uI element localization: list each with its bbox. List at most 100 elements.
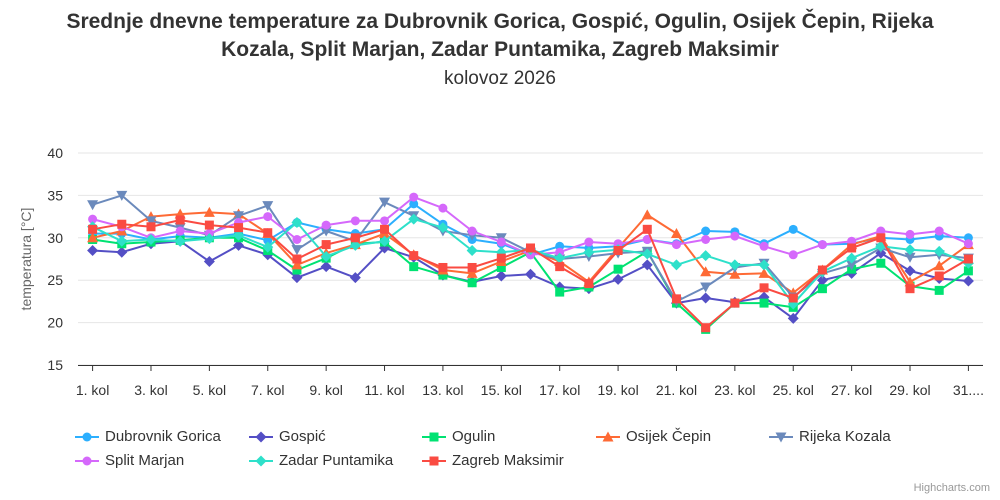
y-tick-label: 40 bbox=[47, 145, 63, 161]
legend-label: Dubrovnik Gorica bbox=[105, 428, 221, 445]
data-point-split-marjan bbox=[584, 237, 594, 247]
data-point-zadar-puntamika bbox=[320, 250, 332, 262]
data-point-osijek-epin bbox=[641, 209, 653, 220]
data-point-osijek-epin bbox=[933, 260, 945, 271]
data-point-gospi- bbox=[787, 312, 799, 324]
data-point-gospi- bbox=[203, 256, 215, 268]
data-point-zagreb-maksimir bbox=[380, 224, 390, 234]
data-point-split-marjan bbox=[292, 234, 302, 244]
data-point-ogulin bbox=[467, 278, 477, 288]
legend-symbol bbox=[75, 432, 99, 441]
data-point-rijeka-kozala bbox=[700, 282, 712, 293]
y-tick-label: 25 bbox=[47, 272, 63, 288]
data-point-gospi- bbox=[291, 272, 303, 284]
data-point-gospi- bbox=[816, 274, 828, 286]
data-point-rijeka-kozala bbox=[87, 200, 99, 211]
legend-item-split-marjan[interactable]: Split Marjan bbox=[75, 452, 184, 469]
x-tick-label: 9. kol bbox=[309, 382, 342, 398]
legend-item-osijek-epin[interactable]: Osijek Čepin bbox=[596, 428, 711, 445]
data-point-split-marjan bbox=[847, 236, 857, 246]
legend-marker bbox=[429, 456, 439, 465]
data-point-split-marjan bbox=[701, 234, 711, 244]
legend-symbol bbox=[249, 455, 273, 466]
data-point-zadar-puntamika bbox=[729, 259, 741, 271]
data-point-zagreb-maksimir bbox=[204, 220, 214, 230]
legend-item-gospi-[interactable]: Gospić bbox=[249, 428, 326, 445]
data-point-zagreb-maksimir bbox=[963, 254, 973, 264]
data-point-zadar-puntamika bbox=[408, 213, 420, 225]
data-point-zadar-puntamika bbox=[933, 245, 945, 257]
data-point-zadar-puntamika bbox=[262, 241, 274, 253]
legend-label: Split Marjan bbox=[105, 452, 185, 469]
x-tick-label: 1. kol bbox=[76, 382, 109, 398]
data-point-zagreb-maksimir bbox=[642, 224, 652, 234]
data-point-ogulin bbox=[613, 264, 623, 274]
data-point-gospi- bbox=[495, 270, 507, 282]
data-point-zadar-puntamika bbox=[116, 235, 128, 247]
x-tick-label: 13. kol bbox=[422, 382, 463, 398]
data-point-ogulin bbox=[292, 265, 302, 275]
x-tick-label: 11. kol bbox=[364, 382, 404, 398]
legend-label: Osijek Čepin bbox=[626, 428, 712, 445]
data-point-zagreb-maksimir bbox=[876, 233, 886, 243]
legend-item-rijeka-kozala[interactable]: Rijeka Kozala bbox=[769, 428, 891, 445]
data-point-gospi- bbox=[641, 259, 653, 271]
data-point-zagreb-maksimir bbox=[759, 283, 769, 293]
data-point-ogulin bbox=[409, 262, 419, 272]
x-tick-label: 5. kol bbox=[193, 382, 226, 398]
legend-symbol bbox=[596, 431, 620, 441]
data-point-zagreb-maksimir bbox=[175, 215, 185, 225]
data-point-zagreb-maksimir bbox=[847, 243, 857, 253]
x-tick-label: 7. kol bbox=[251, 382, 284, 398]
data-point-split-marjan bbox=[321, 220, 331, 230]
data-point-zagreb-maksimir bbox=[88, 224, 98, 234]
x-tick-label: 19. kol bbox=[597, 382, 638, 398]
data-point-split-marjan bbox=[380, 216, 390, 226]
x-tick-label: 3. kol bbox=[134, 382, 167, 398]
legend-symbol bbox=[769, 432, 793, 442]
data-point-zagreb-maksimir bbox=[146, 222, 156, 232]
legend-label: Ogulin bbox=[452, 428, 496, 445]
legend-item-zagreb-maksimir[interactable]: Zagreb Maksimir bbox=[422, 452, 564, 469]
x-tick-label: 23. kol bbox=[714, 382, 755, 398]
chart-subtitle: kolovoz 2026 bbox=[444, 68, 556, 89]
legend-marker bbox=[82, 456, 92, 465]
y-tick-label: 20 bbox=[47, 315, 63, 331]
legend-item-ogulin[interactable]: Ogulin bbox=[422, 428, 495, 445]
data-point-split-marjan bbox=[671, 240, 681, 250]
data-point-zadar-puntamika bbox=[145, 233, 157, 245]
chart-title: Srednje dnevne temperature za Dubrovnik … bbox=[0, 8, 1000, 64]
legend-symbol bbox=[75, 456, 99, 465]
data-point-zagreb-maksimir bbox=[350, 233, 360, 243]
legend-item-dubrovnik-gorica[interactable]: Dubrovnik Gorica bbox=[75, 428, 221, 445]
legend-marker bbox=[255, 455, 267, 466]
credits-link[interactable]: Highcharts.com bbox=[913, 482, 990, 494]
x-tick-label: 25. kol bbox=[773, 382, 814, 398]
data-point-zadar-puntamika bbox=[670, 259, 682, 271]
data-point-zadar-puntamika bbox=[904, 244, 916, 256]
data-point-zagreb-maksimir bbox=[467, 262, 477, 272]
series-zagreb-maksimir bbox=[88, 215, 973, 333]
data-point-zagreb-maksimir bbox=[671, 294, 681, 304]
legend-label: Gospić bbox=[279, 428, 326, 445]
data-point-zagreb-maksimir bbox=[555, 262, 565, 272]
legend-item-zadar-puntamika[interactable]: Zadar Puntamika bbox=[249, 452, 393, 469]
data-point-gospi- bbox=[525, 268, 536, 280]
y-tick-label: 15 bbox=[47, 357, 63, 373]
data-point-zagreb-maksimir bbox=[321, 240, 331, 250]
data-point-zagreb-maksimir bbox=[817, 265, 827, 275]
x-tick-label: 21. kol bbox=[656, 382, 697, 398]
data-point-zadar-puntamika bbox=[554, 252, 566, 264]
data-point-zadar-puntamika bbox=[203, 233, 215, 245]
data-point-rijeka-kozala bbox=[233, 211, 245, 222]
data-point-zagreb-maksimir bbox=[905, 284, 915, 294]
data-point-gospi- bbox=[116, 246, 128, 258]
data-point-zagreb-maksimir bbox=[438, 262, 448, 272]
data-point-osijek-epin bbox=[758, 267, 770, 278]
chart-title-line-1: Srednje dnevne temperature za Dubrovnik … bbox=[66, 10, 934, 33]
data-point-ogulin bbox=[934, 285, 944, 295]
data-point-rijeka-kozala bbox=[291, 245, 303, 256]
data-point-ogulin bbox=[555, 287, 565, 297]
